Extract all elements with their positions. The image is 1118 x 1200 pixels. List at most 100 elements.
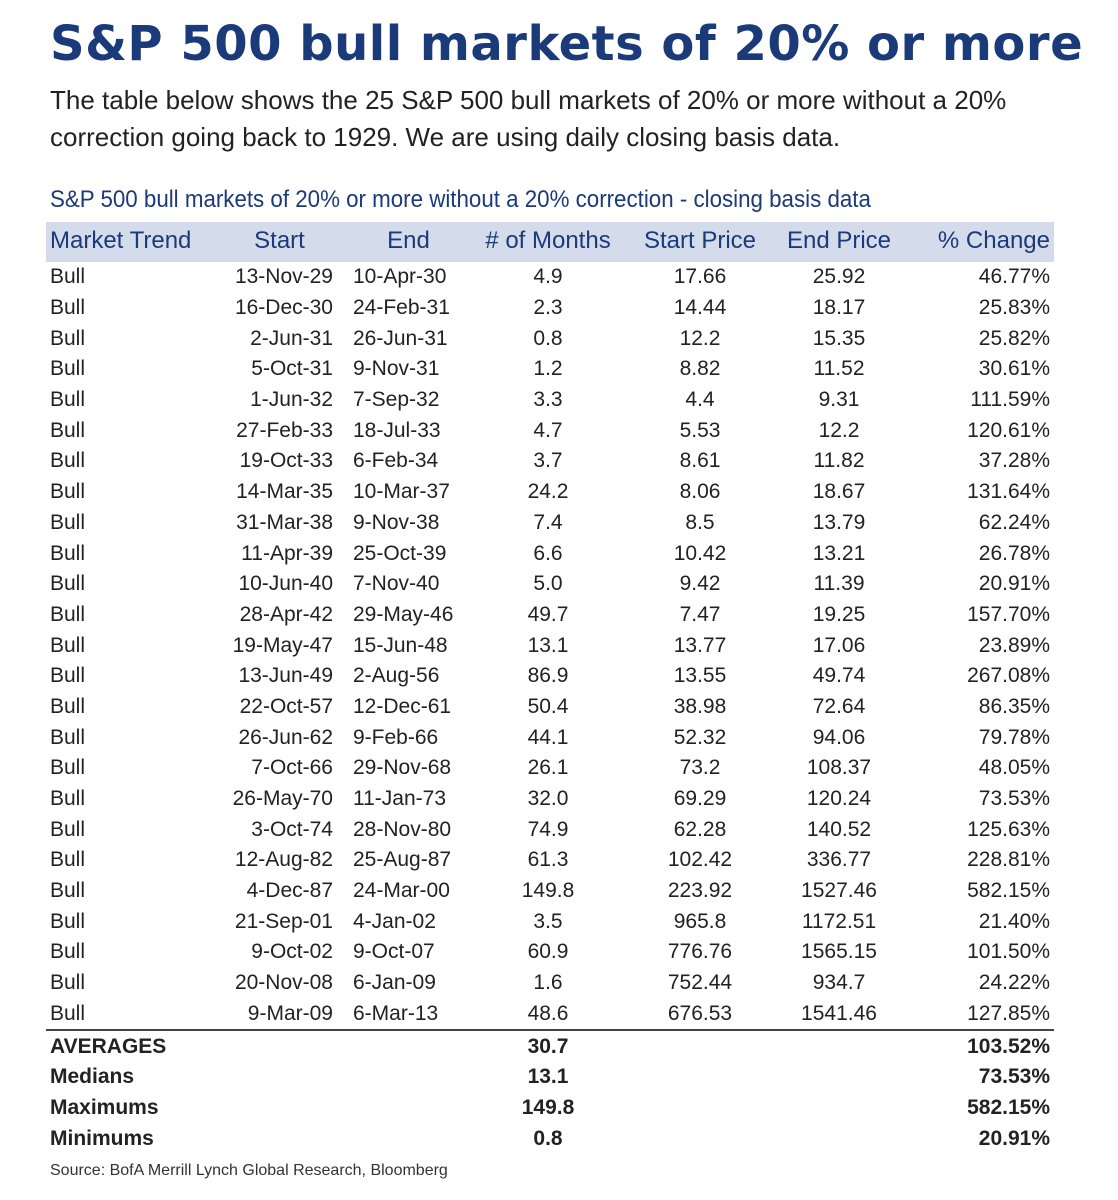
column-header: End xyxy=(343,222,468,262)
percent-change-cell: 26.78% xyxy=(978,541,1050,565)
market-trend-cell: Bull xyxy=(50,418,86,442)
market-trend-cell: Bull xyxy=(50,971,86,995)
start-date-cell: 27-Feb-33 xyxy=(236,418,333,442)
start-price-cell: 223.92 xyxy=(667,879,733,903)
start-price-cell: 752.44 xyxy=(667,971,733,995)
months-cell: 50.4 xyxy=(527,694,569,718)
start-date-cell: 9-Mar-09 xyxy=(222,998,343,1032)
end-date-cell: 10-Apr-30 xyxy=(353,265,447,289)
start-date-cell: 2-Jun-31 xyxy=(250,326,333,350)
table-header-row: Market Trend Start End # of Months Start… xyxy=(46,222,1054,262)
table-row: Bull 11-Apr-39 25-Oct-39 6.6 10.42 13.21 26.78… xyxy=(46,538,1054,569)
end-date-cell: 7-Nov-40 xyxy=(353,572,440,596)
months-cell: 60.9 xyxy=(527,940,569,964)
column-header: Market Trend xyxy=(46,222,222,262)
months-cell: 26.1 xyxy=(527,756,569,780)
end-price-cell: 140.52 xyxy=(806,817,872,841)
months-cell: 4.9 xyxy=(533,265,563,289)
months-cell: 48.6 xyxy=(468,998,628,1032)
percent-change-cell: 111.59% xyxy=(970,388,1050,412)
market-trend-cell: Bull xyxy=(50,817,86,841)
table-row: Bull 28-Apr-42 29-May-46 49.7 7.47 19.25 157.7… xyxy=(46,600,1054,631)
months-cell: 32.0 xyxy=(527,787,569,811)
market-trend-cell: Bull xyxy=(46,998,222,1032)
summary-change-cell: 20.91% xyxy=(978,1126,1050,1150)
months-cell: 86.9 xyxy=(527,664,569,688)
table-title: S&P 500 bull markets of 20% or more with… xyxy=(50,186,871,213)
end-price-cell: 25.92 xyxy=(812,265,866,289)
start-date-cell: 9-Oct-02 xyxy=(251,940,333,964)
start-date-cell: 11-Apr-39 xyxy=(241,541,333,565)
start-date-cell: 22-Oct-57 xyxy=(239,694,333,718)
table-row: Bull 31-Mar-38 9-Nov-38 7.4 8.5 13.79 62.24% xyxy=(46,508,1054,539)
summary-empty-cell xyxy=(628,1093,772,1124)
percent-change-cell: 24.22% xyxy=(978,971,1050,995)
start-date-cell: 21-Sep-01 xyxy=(234,909,333,933)
start-price-cell: 13.55 xyxy=(673,664,727,688)
summary-change-cell: 73.53% xyxy=(978,1065,1050,1089)
start-date-cell: 20-Nov-08 xyxy=(234,971,333,995)
market-trend-cell: Bull xyxy=(50,602,86,626)
table-row: Bull 2-Jun-31 26-Jun-31 0.8 12.2 15.35 25.82% xyxy=(46,323,1054,354)
months-cell: 13.1 xyxy=(527,633,569,657)
summary-row: AVERAGES 30.7 103.52% xyxy=(46,1030,1054,1062)
summary-months-cell: 13.1 xyxy=(527,1065,569,1089)
end-date-cell: 9-Feb-66 xyxy=(353,725,439,749)
percent-change-cell: 267.08% xyxy=(967,664,1050,688)
summary-empty-cell xyxy=(772,1062,906,1093)
market-trend-cell: Bull xyxy=(50,265,86,289)
page-title: S&P 500 bull markets of 20% or more xyxy=(50,16,1084,72)
market-trend-cell: Bull xyxy=(50,879,86,903)
column-header: End Price xyxy=(772,222,906,262)
market-trend-cell: Bull xyxy=(50,449,86,473)
summary-months-cell: 30.7 xyxy=(527,1034,569,1058)
summary-empty-cell xyxy=(772,1123,906,1154)
column-header: Start Price xyxy=(628,222,772,262)
end-date-cell: 15-Jun-48 xyxy=(353,633,448,657)
summary-row: Minimums 0.8 20.91% xyxy=(46,1123,1054,1154)
months-cell: 3.7 xyxy=(533,449,563,473)
start-date-cell: 12-Aug-82 xyxy=(234,848,333,872)
summary-label-cell: Medians xyxy=(50,1065,135,1089)
start-price-cell: 62.28 xyxy=(673,817,727,841)
start-price-cell: 8.82 xyxy=(679,357,721,381)
market-trend-cell: Bull xyxy=(50,572,86,596)
end-price-cell: 15.35 xyxy=(812,326,866,350)
table-row: Bull 21-Sep-01 4-Jan-02 3.5 965.8 1172.51 21.4… xyxy=(46,906,1054,937)
start-price-cell: 52.32 xyxy=(673,725,727,749)
percent-change-cell: 127.85% xyxy=(906,998,1054,1032)
end-date-cell: 25-Aug-87 xyxy=(353,848,452,872)
end-price-cell: 1565.15 xyxy=(801,940,877,964)
end-date-cell: 26-Jun-31 xyxy=(353,326,448,350)
percent-change-cell: 125.63% xyxy=(967,817,1050,841)
table-row: Bull 7-Oct-66 29-Nov-68 26.1 73.2 108.37 48.05… xyxy=(46,753,1054,784)
start-price-cell: 8.5 xyxy=(685,510,715,534)
end-date-cell: 28-Nov-80 xyxy=(353,817,452,841)
end-price-cell: 18.67 xyxy=(812,480,866,504)
end-price-cell: 13.21 xyxy=(812,541,866,565)
end-date-cell: 6-Feb-34 xyxy=(353,449,439,473)
market-trend-cell: Bull xyxy=(50,787,86,811)
summary-empty-cell xyxy=(343,1030,468,1062)
start-date-cell: 26-Jun-62 xyxy=(238,725,333,749)
end-price-cell: 11.82 xyxy=(813,449,865,473)
summary-change-cell: 103.52% xyxy=(967,1034,1050,1058)
start-price-cell: 14.44 xyxy=(673,296,727,320)
table-row: Bull 5-Oct-31 9-Nov-31 1.2 8.82 11.52 30.61% xyxy=(46,354,1054,385)
start-price-cell: 7.47 xyxy=(679,602,721,626)
table-row: Bull 19-Oct-33 6-Feb-34 3.7 8.61 11.82 37.28% xyxy=(46,446,1054,477)
percent-change-cell: 131.64% xyxy=(967,480,1050,504)
table-row: Bull 26-Jun-62 9-Feb-66 44.1 52.32 94.06 79.78… xyxy=(46,722,1054,753)
months-cell: 5.0 xyxy=(533,572,563,596)
market-trend-cell: Bull xyxy=(50,940,86,964)
bull-markets-table: Market Trend Start End # of Months Start… xyxy=(46,222,1054,1154)
start-date-cell: 10-Jun-40 xyxy=(238,572,333,596)
start-price-cell: 776.76 xyxy=(667,940,733,964)
table-row: Bull 9-Oct-02 9-Oct-07 60.9 776.76 1565.15 101… xyxy=(46,937,1054,968)
end-price-cell: 336.77 xyxy=(806,848,872,872)
percent-change-cell: 73.53% xyxy=(978,787,1050,811)
end-price-cell: 1541.46 xyxy=(772,998,906,1032)
column-header: # of Months xyxy=(468,222,628,262)
summary-empty-cell xyxy=(628,1062,772,1093)
end-price-cell: 11.39 xyxy=(813,572,865,596)
